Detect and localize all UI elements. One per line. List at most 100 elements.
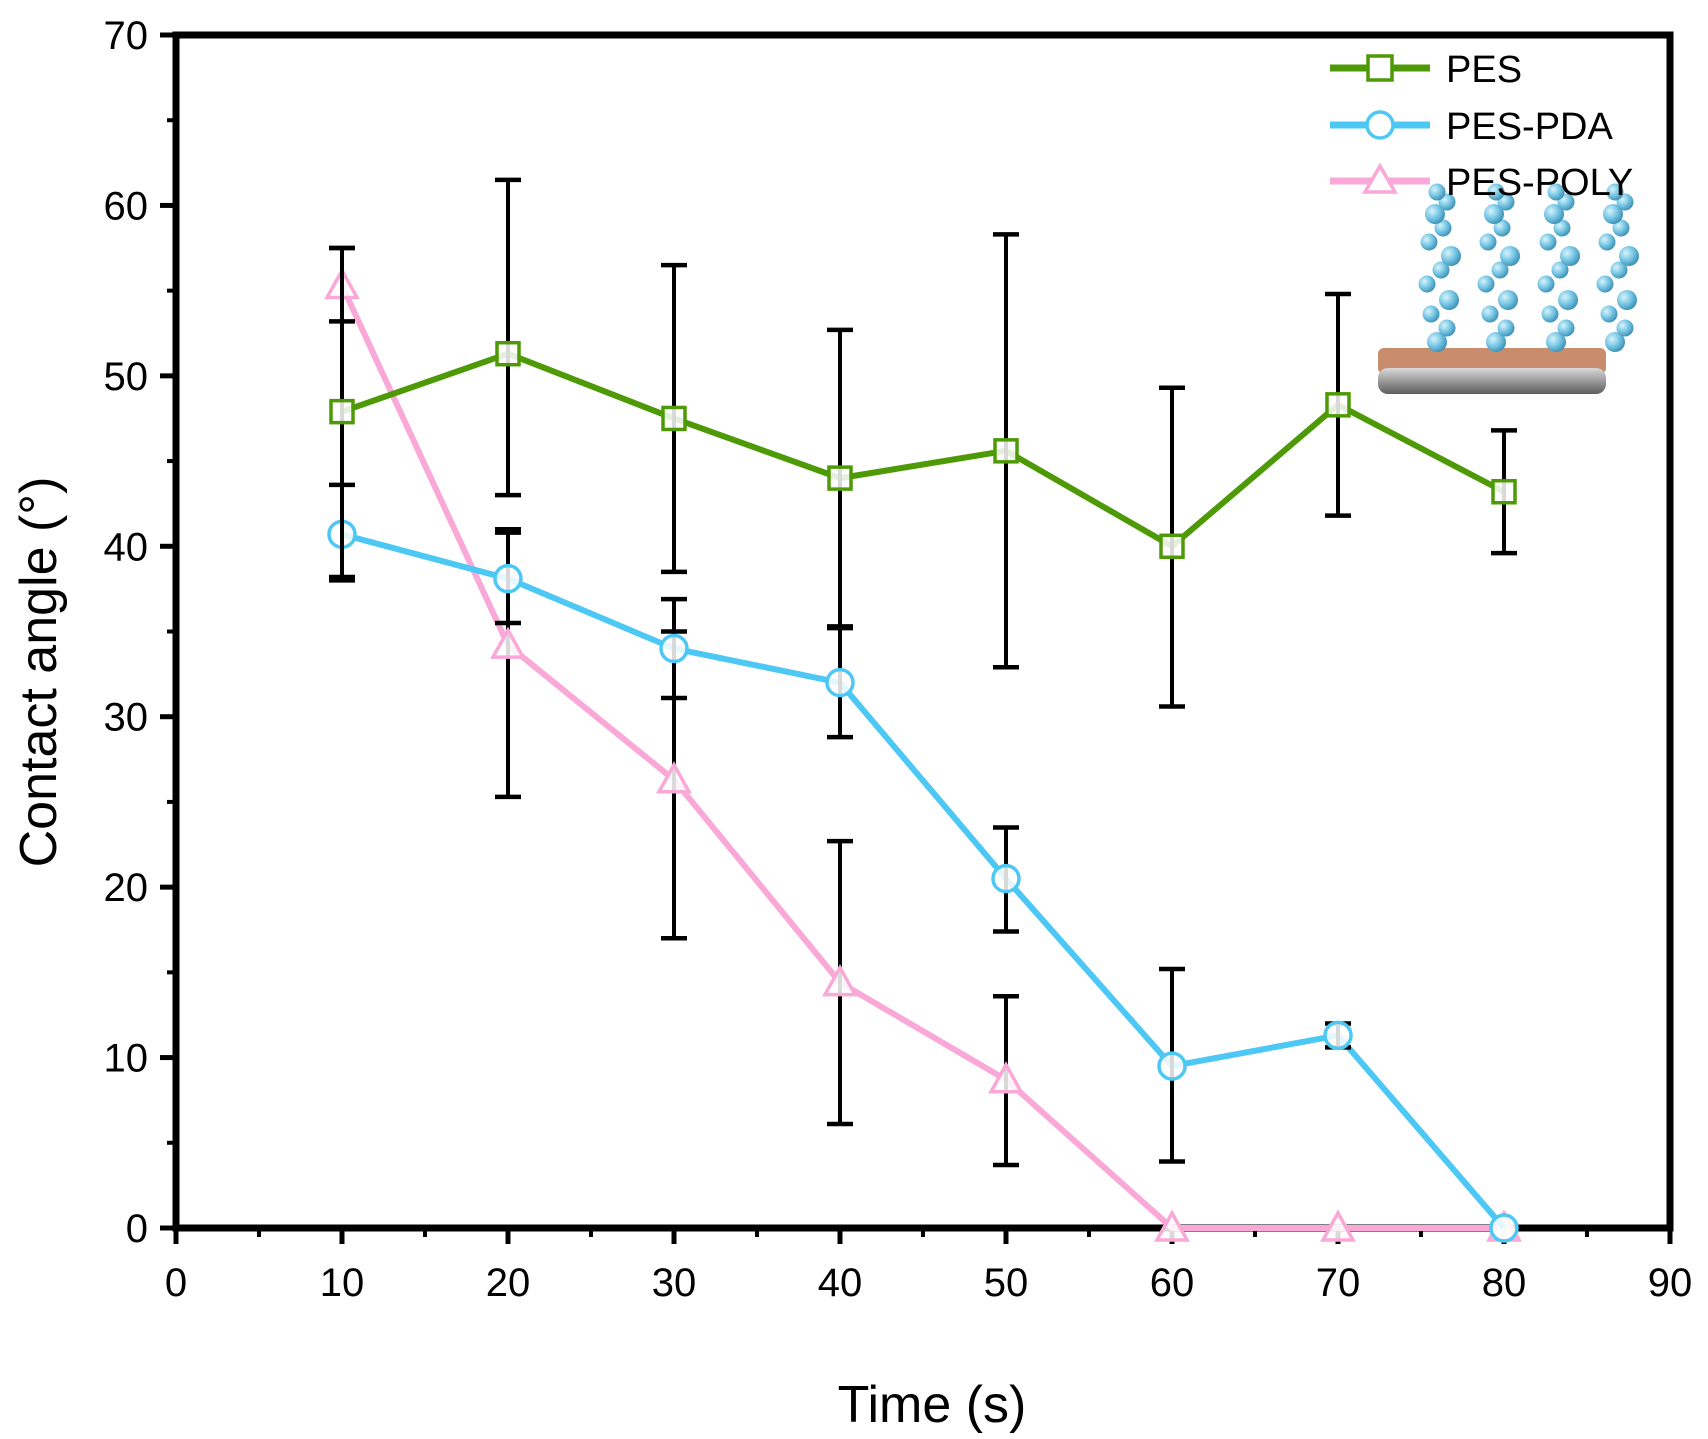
brush-bead [1612,219,1630,237]
data-point-pes-pda [659,633,689,664]
brush-bead [1497,319,1515,337]
legend-marker-circle [1365,110,1395,140]
y-tick-label: 60 [104,184,149,228]
x-tick-label: 30 [652,1261,697,1305]
data-point-pes-poly [656,761,692,794]
series-line-pes-poly [339,284,1504,1231]
series-line-pes-pda [341,531,1507,1230]
legend-label-pes-pda: PES-PDA [1446,106,1613,148]
y-tick-label: 30 [104,696,149,740]
x-tick-label: 0 [165,1261,187,1305]
brush-bead [1422,305,1440,323]
y-tick-label: 70 [104,14,149,58]
brush-bead [1481,305,1499,323]
brush-bead [1546,332,1566,352]
y-tick-label: 20 [104,866,149,910]
brush-bead [1616,319,1634,337]
plot-axes: 0 10 20 30 40 50 60 70 0 10 20 30 40 50 60 70 80 90 [104,14,1693,1305]
brush-bead [1484,204,1504,224]
brush-bead [1537,275,1555,293]
data-point-pes-pda [493,563,523,594]
brush-bead [1541,305,1559,323]
data-point-pes-pda [1323,1020,1353,1051]
data-point-pes-pda [991,863,1021,894]
brush-bead [1420,233,1438,251]
legend-marker-square [1366,54,1394,82]
data-point-pes-poly [1320,1209,1356,1242]
brush-bead [1434,219,1452,237]
x-tick-label: 20 [486,1261,531,1305]
x-axis-title: Time (s) [838,1376,1027,1434]
brush-bead [1551,261,1569,279]
data-point-pes [1491,478,1517,505]
legend-marker-triangle [1361,162,1399,194]
data-point-pes [329,398,355,425]
x-tick-label: 70 [1316,1261,1361,1305]
legend-item-pes: PES [1330,49,1522,91]
brush-bead [1427,332,1447,352]
error-bar-pes [495,177,521,498]
data-point-pes [1159,533,1185,560]
brush-bead [1438,319,1456,337]
x-tick-label: 80 [1482,1261,1527,1305]
brush-bead [1500,246,1520,266]
legend-item-pes-pda: PES-PDA [1330,106,1613,148]
series-pes-pda [327,482,1519,1243]
legend-item-pes-poly: PES-POLY [1330,162,1633,204]
x-tick-label: 10 [320,1261,365,1305]
y-tick-label: 40 [104,525,149,569]
x-tick-label: 60 [1150,1261,1195,1305]
series-pes [329,177,1517,709]
data-point-pes [993,438,1019,464]
y-tick-label: 0 [126,1207,148,1251]
brush-bead [1598,233,1616,251]
brush-bead [1479,233,1497,251]
brush-bead [1617,290,1637,310]
data-point-pes-poly [490,626,526,659]
brush-bead [1439,290,1459,310]
brush-bead [1606,183,1624,201]
brush-bead [1477,275,1495,293]
brush-bead [1432,261,1450,279]
brush-bead [1493,219,1511,237]
data-point-pes-pda [1157,1051,1187,1081]
legend: PES PES-PDA PES-POLY [1330,49,1633,204]
x-tick-label: 50 [984,1261,1029,1305]
data-point-pes-poly [822,963,858,997]
membrane-inset-illustration [1378,183,1639,394]
brush-bead [1610,261,1628,279]
brush-bead [1544,204,1564,224]
y-axis-title: Contact angle (°) [10,477,68,868]
brush-bead [1596,275,1614,293]
brush-bead [1498,290,1518,310]
brush-bead [1619,246,1639,266]
brush-bead [1418,275,1436,293]
brush-bead [1605,332,1625,352]
data-point-pes [827,465,853,491]
plot-frame [172,31,1674,1232]
brush-bead [1600,305,1618,323]
brush-bead [1558,290,1578,310]
data-point-pes-poly [988,1061,1024,1094]
brush-bead [1428,183,1446,201]
brush-bead [1441,246,1461,266]
data-point-pes-poly [1154,1209,1190,1242]
series-layer [324,177,1522,1243]
data-point-pes [1325,392,1351,418]
brush-bead [1486,332,1506,352]
brush-bead [1425,204,1445,224]
brush-bead [1547,183,1565,201]
x-tick-label: 90 [1648,1261,1693,1305]
data-point-pes-pda [1489,1213,1519,1243]
brush-bead [1557,319,1575,337]
data-point-pes [495,340,521,367]
series-line-pes [341,350,1506,550]
legend-label-pes-poly: PES-POLY [1446,162,1633,204]
brush-bead [1603,204,1623,224]
y-tick-label: 50 [104,355,149,399]
y-tick-label: 10 [104,1037,149,1081]
brush-bead [1487,183,1505,201]
data-point-pes [661,405,687,432]
brush-bead [1539,233,1557,251]
